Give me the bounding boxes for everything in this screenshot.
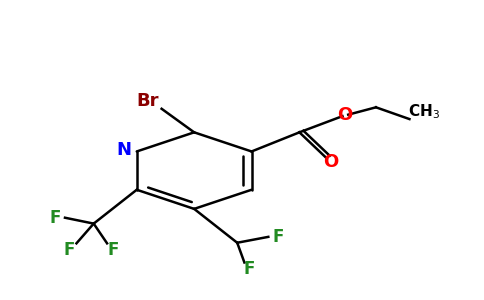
Text: F: F [50,209,61,227]
Text: CH$_3$: CH$_3$ [408,102,440,121]
Text: F: F [107,241,119,259]
Text: N: N [116,141,131,159]
Text: F: F [243,260,255,278]
Text: O: O [323,153,338,171]
Text: F: F [272,228,284,246]
Text: F: F [63,241,75,259]
Text: Br: Br [136,92,159,110]
Text: O: O [337,106,352,124]
